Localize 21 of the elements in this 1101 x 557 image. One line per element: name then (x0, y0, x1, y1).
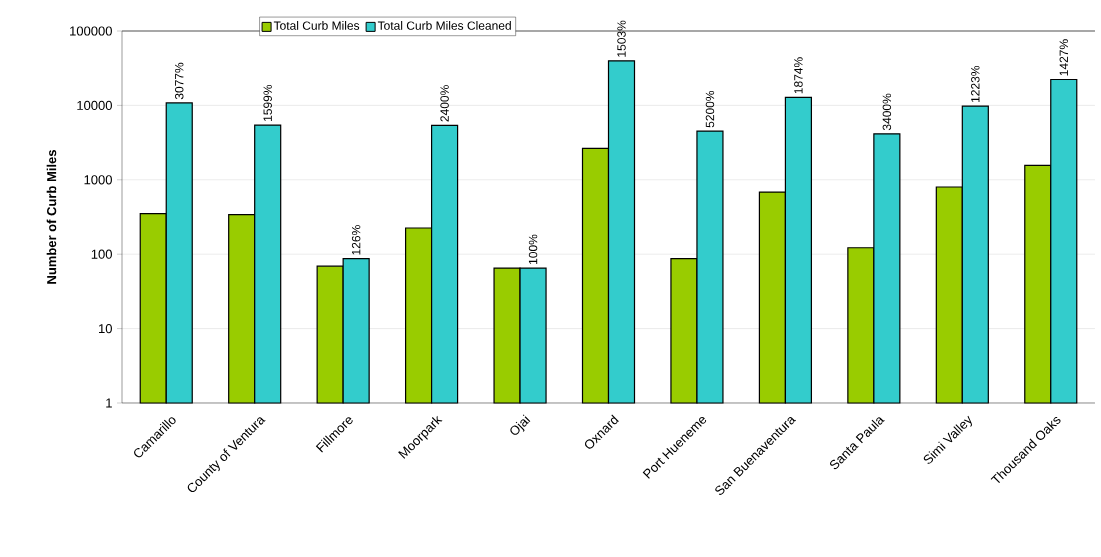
x-tick-label: Ojai (510, 414, 531, 435)
annotation: 1223% (971, 65, 980, 103)
annotation: 1427% (1059, 39, 1068, 76)
annotation: 1503% (617, 20, 626, 57)
annotation: 1599% (263, 84, 272, 121)
y-tick-label: 100 (91, 249, 112, 259)
annotation: 3400% (882, 93, 892, 131)
annotation: 2400% (440, 85, 449, 122)
legend-label: Total Curb Miles (273, 21, 360, 30)
annotation: 3077% (174, 62, 184, 100)
legend-label: Total Curb Miles Cleaned (377, 21, 511, 30)
y-axis-title: Number of Curb Miles (46, 150, 57, 284)
annotation: 1874% (794, 57, 803, 94)
annotation: 5200% (705, 90, 715, 128)
y-tick-label: 1 (106, 398, 112, 408)
y-tick-label: 10 (99, 323, 112, 334)
annotation: 126% (351, 225, 361, 255)
annotation: 100% (528, 234, 538, 264)
y-tick-label: 10000 (77, 100, 112, 110)
y-tick-label: 100000 (70, 26, 112, 36)
y-tick-label: 1000 (84, 175, 112, 185)
